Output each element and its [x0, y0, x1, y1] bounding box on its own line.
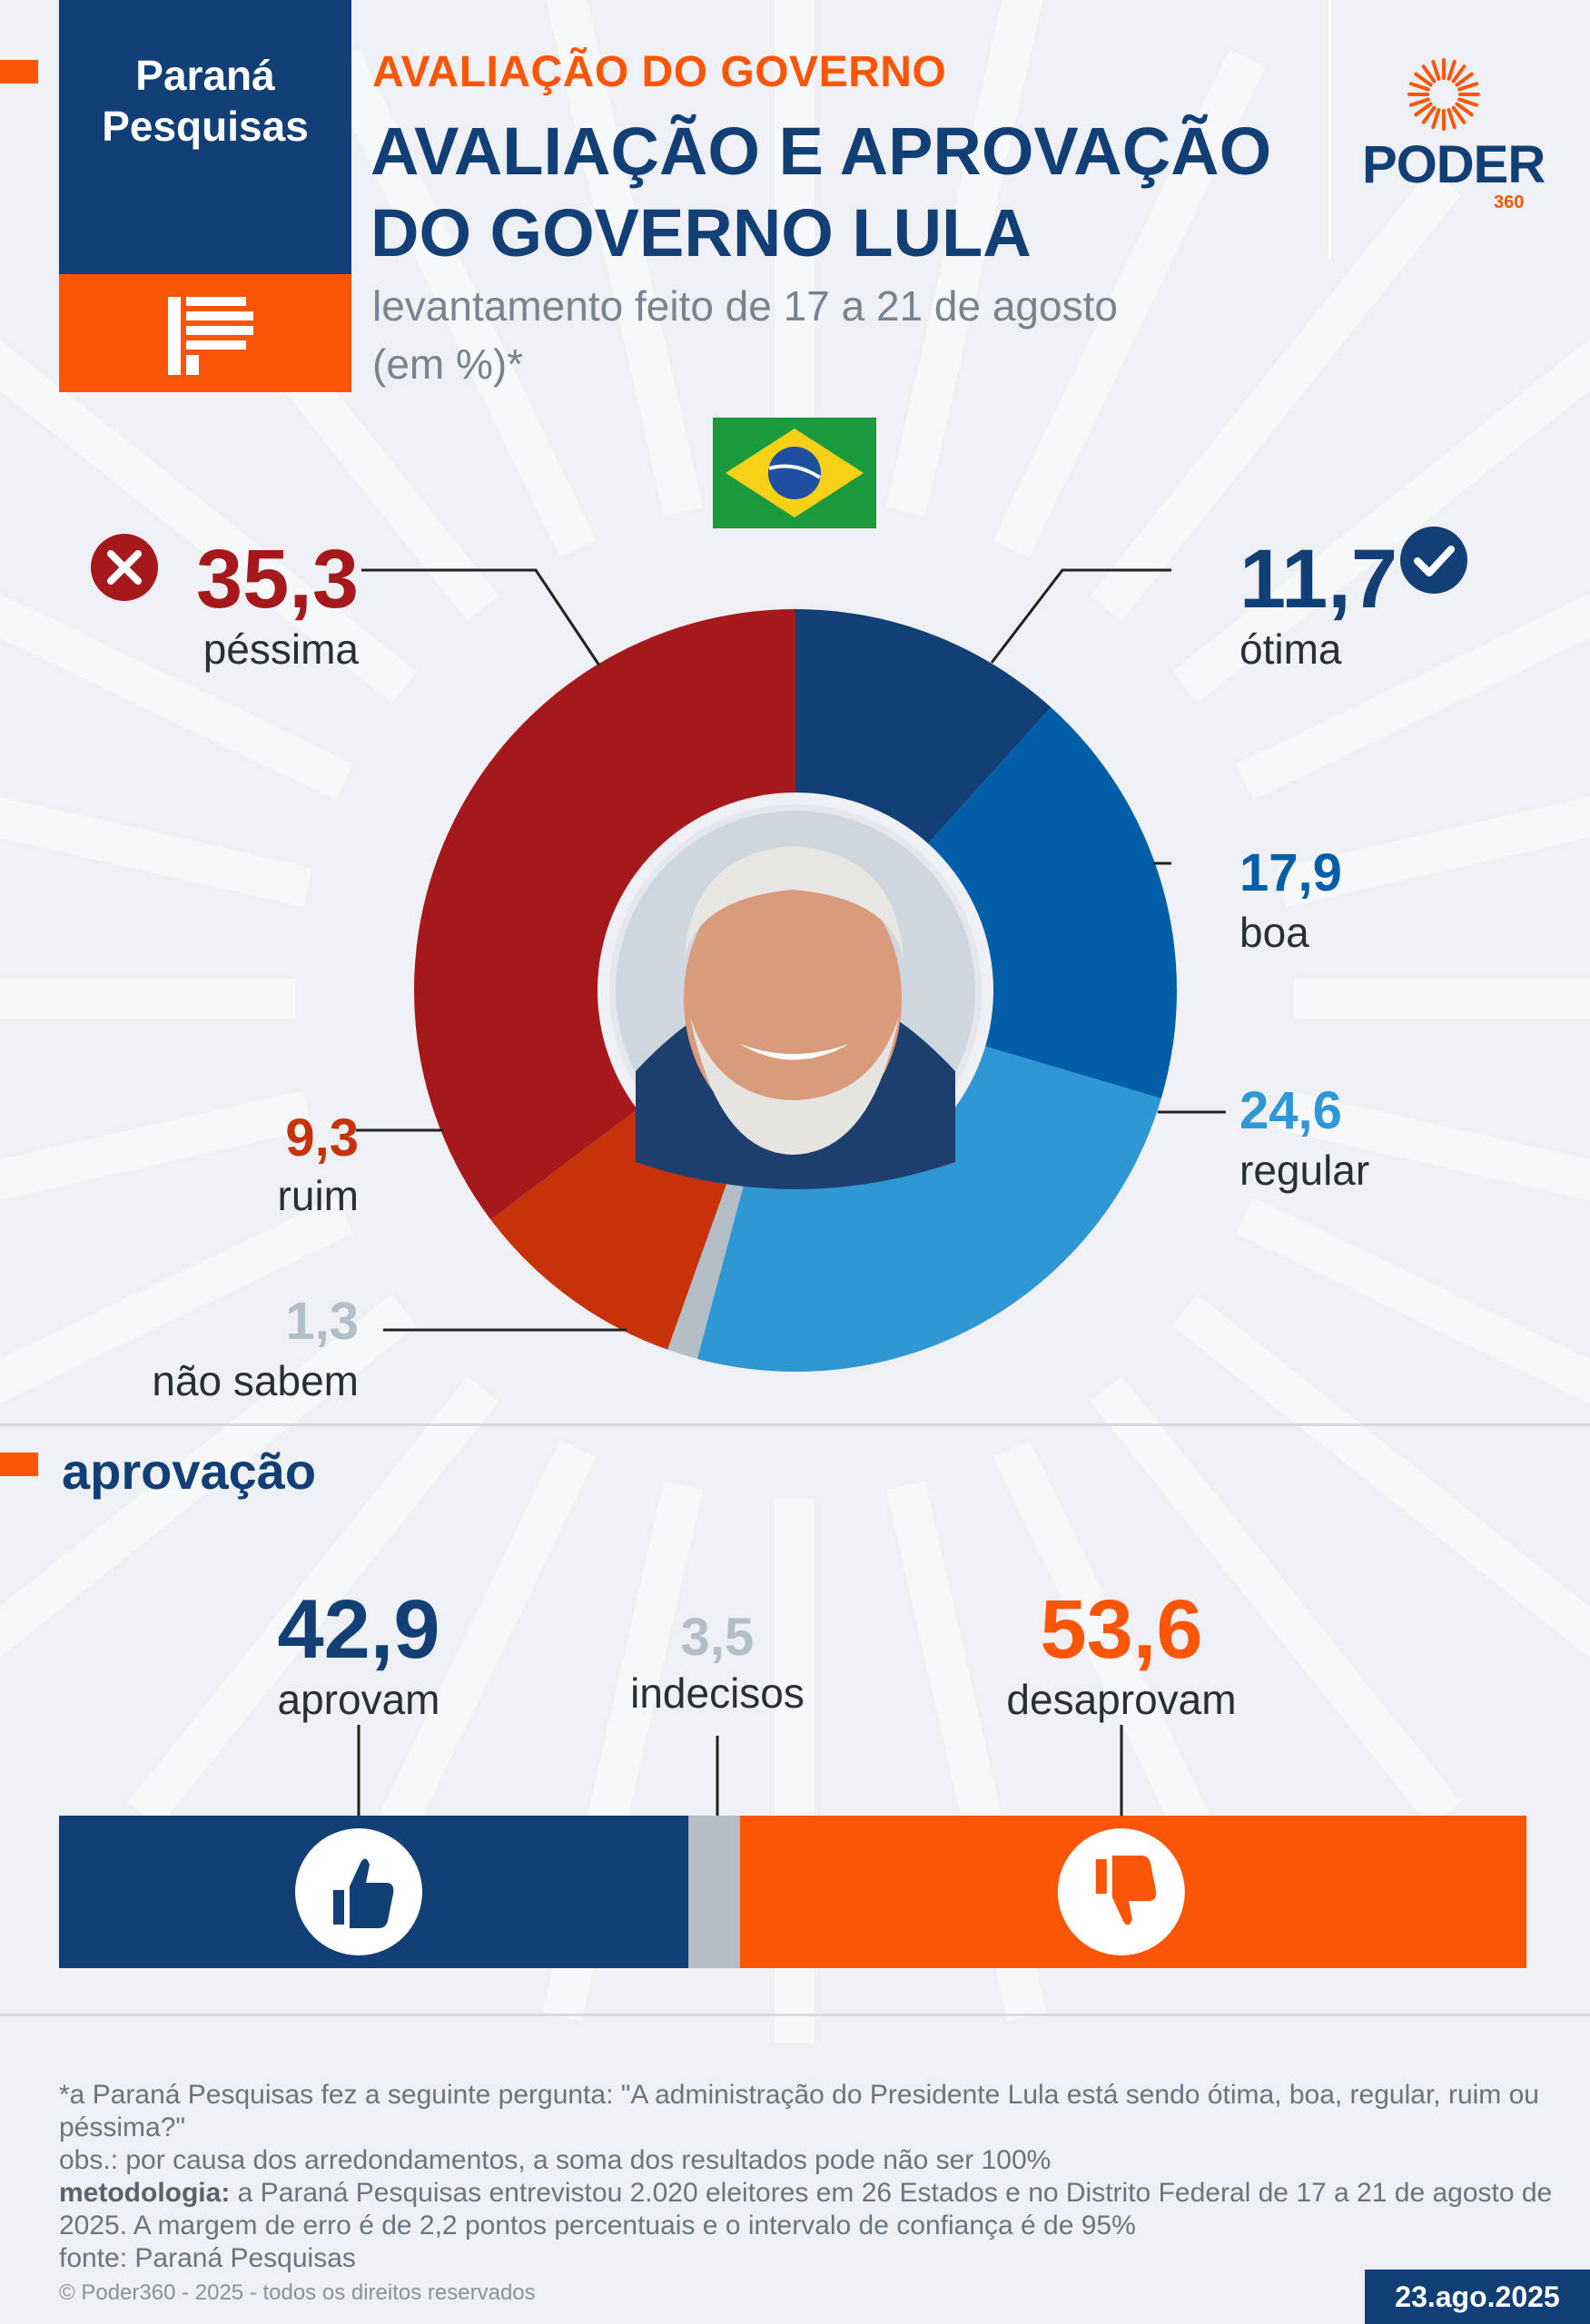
- bar-segment-indecisos: [688, 1816, 740, 1968]
- subtitle: levantamento feito de 17 a 21 de agosto (…: [372, 277, 1280, 393]
- logo-line-2: Pesquisas: [102, 103, 309, 150]
- sun-ray: [1455, 72, 1474, 87]
- page-title: AVALIAÇÃO E APROVAÇÃO DO GOVERNO LULA: [370, 111, 1279, 274]
- footnote-source: fonte: Paraná Pesquisas: [59, 2243, 356, 2273]
- footnote-rounding: obs.: por causa dos arredondamentos, a s…: [59, 2145, 1052, 2175]
- footnote-methodology: metodologia: a Paraná Pesquisas entrevis…: [59, 2177, 1557, 2242]
- indecisos-label: indecisos: [630, 1669, 805, 1717]
- background-ray: [1294, 979, 1590, 1019]
- x-circle-icon: [91, 534, 158, 601]
- ruim-value: 9,3: [285, 1108, 359, 1167]
- sun-ray: [1408, 82, 1430, 92]
- methodology-text: a Paraná Pesquisas entrevistou 2.020 ele…: [59, 2178, 1553, 2240]
- indecisos-value: 3,5: [680, 1608, 755, 1667]
- background-ray: [0, 1089, 312, 1251]
- sun-ray: [1421, 105, 1437, 124]
- background-ray: [1090, 170, 1462, 621]
- sun-ray: [1457, 82, 1479, 92]
- nao-sabem-label: não sabem: [152, 1357, 359, 1404]
- sun-ray: [1455, 102, 1474, 117]
- section-title: aprovação: [62, 1443, 317, 1500]
- logo-line-1: Paraná: [135, 52, 275, 99]
- subtitle-line-1: levantamento feito de 17 a 21 de agosto: [372, 282, 1118, 330]
- sun-ray: [1451, 105, 1467, 124]
- poder360-sun-icon: [1407, 58, 1480, 131]
- background-ray: [0, 1196, 354, 1470]
- background-ray: [993, 49, 1266, 558]
- sun-ray: [1431, 59, 1441, 81]
- brazil-flag-icon: [713, 418, 876, 528]
- boa-label: boa: [1239, 909, 1309, 956]
- background-ray: [1277, 746, 1590, 908]
- leader-lines: [356, 568, 1226, 1332]
- desaprovam-value: 53,6: [1040, 1583, 1203, 1676]
- aprovam-value: 42,9: [277, 1583, 440, 1676]
- sun-ray: [1421, 64, 1437, 84]
- background-ray: [1090, 1376, 1462, 1827]
- background-ray: [1172, 331, 1590, 704]
- background-ray: [323, 49, 597, 558]
- otima-label: ótima: [1239, 625, 1342, 673]
- boa-value: 17,9: [1239, 843, 1342, 902]
- subtitle-line-2: (em %)*: [372, 340, 524, 388]
- sun-ray: [1414, 102, 1433, 117]
- sun-ray: [1451, 64, 1467, 84]
- regular-value: 24,6: [1239, 1081, 1342, 1140]
- sun-ray: [1431, 108, 1441, 130]
- kicker: AVALIAÇÃO DO GOVERNO: [372, 48, 947, 96]
- aprovam-label: aprovam: [277, 1676, 440, 1723]
- background-ray: [0, 527, 354, 801]
- evaluation-donut-chart: [356, 568, 1226, 1372]
- background-ray: [1235, 1196, 1590, 1470]
- desaprovam-label: desaprovam: [1006, 1676, 1237, 1723]
- parana-p-icon: [168, 297, 253, 375]
- title-line-2: DO GOVERNO LULA: [370, 195, 1032, 271]
- nao-sabem-value: 1,3: [285, 1292, 359, 1351]
- pessima-label: péssima: [202, 625, 359, 673]
- pessima-value: 35,3: [195, 533, 359, 625]
- background-ray: [1277, 1089, 1590, 1251]
- donut-slice-péssima: [413, 609, 795, 1220]
- check-circle-icon: [1400, 527, 1467, 594]
- background-ray: [885, 0, 1047, 517]
- methodology-label: metodologia:: [59, 2178, 231, 2208]
- sun-ray: [1447, 108, 1457, 130]
- footer-divider: [0, 2014, 1590, 2016]
- publish-date: 23.ago.2025: [1365, 2270, 1590, 2324]
- section-divider: [0, 1423, 1590, 1426]
- section-accent-mark: [0, 1452, 38, 1476]
- otima-value: 11,7: [1239, 533, 1397, 625]
- background-ray: [0, 979, 295, 1019]
- background-ray: [0, 331, 417, 704]
- header-divider: [1328, 0, 1331, 259]
- regular-label: regular: [1239, 1147, 1370, 1194]
- footnote-question: *a Paraná Pesquisas fez a seguinte pergu…: [59, 2080, 1539, 2142]
- approval-stacked-bar: [59, 1725, 1526, 1968]
- background-ray: [0, 1294, 417, 1666]
- footnotes: *a Paraná Pesquisas fez a seguinte pergu…: [59, 2079, 1557, 2275]
- background-ray: [1235, 527, 1590, 801]
- thumbs-up-icon: [295, 1828, 422, 1955]
- background-ray: [542, 0, 704, 517]
- background-ray: [1172, 1294, 1590, 1666]
- ruim-label: ruim: [277, 1172, 359, 1219]
- copyright: © Poder360 - 2025 - todos os direitos re…: [59, 2280, 536, 2305]
- title-line-1: AVALIAÇÃO E APROVAÇÃO: [370, 113, 1272, 189]
- sun-ray: [1414, 72, 1433, 87]
- parana-pesquisas-logo-mark: [59, 274, 351, 392]
- background-ray: [127, 1376, 499, 1827]
- background-ray: [775, 0, 815, 499]
- header-accent-mark: [0, 60, 38, 84]
- thumbs-down-icon: [1057, 1828, 1185, 1955]
- poder360-logo: PODER: [1362, 135, 1546, 194]
- sun-ray: [1457, 97, 1479, 107]
- sun-ray: [1447, 59, 1457, 81]
- president-portrait: [616, 811, 975, 1189]
- poder360-logo-sub: 360: [1494, 192, 1525, 212]
- sun-ray: [1408, 97, 1430, 107]
- parana-pesquisas-logo: Paraná Pesquisas: [59, 0, 351, 274]
- background-ray: [0, 746, 312, 908]
